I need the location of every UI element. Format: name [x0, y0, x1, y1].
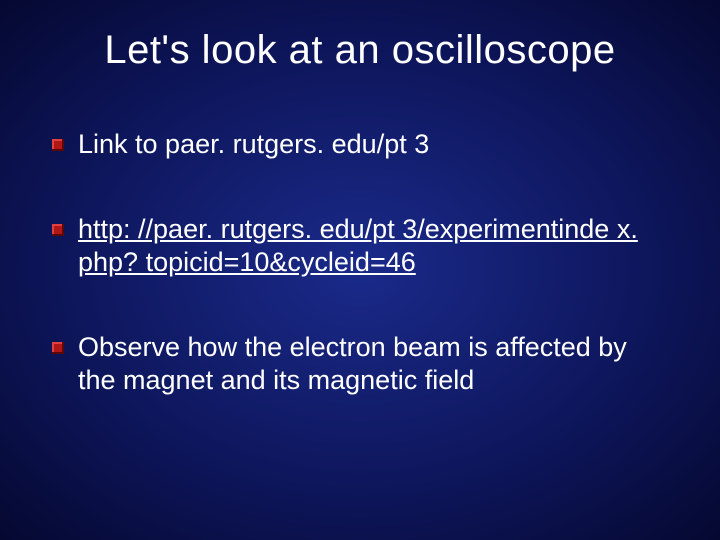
bullet-item: http: //paer. rutgers. edu/pt 3/experime…	[78, 213, 670, 279]
slide: Let's look at an oscilloscope Link to pa…	[0, 0, 720, 540]
bullet-item: Observe how the electron beam is affecte…	[78, 331, 670, 397]
bullet-link[interactable]: http: //paer. rutgers. edu/pt 3/experime…	[78, 214, 638, 277]
bullet-item: Link to paer. rutgers. edu/pt 3	[78, 128, 670, 161]
bullet-text: Observe how the electron beam is affecte…	[78, 332, 627, 395]
slide-title: Let's look at an oscilloscope	[50, 28, 670, 73]
bullet-text: Link to paer. rutgers. edu/pt 3	[78, 129, 429, 159]
bullet-list: Link to paer. rutgers. edu/pt 3 http: //…	[50, 128, 670, 397]
